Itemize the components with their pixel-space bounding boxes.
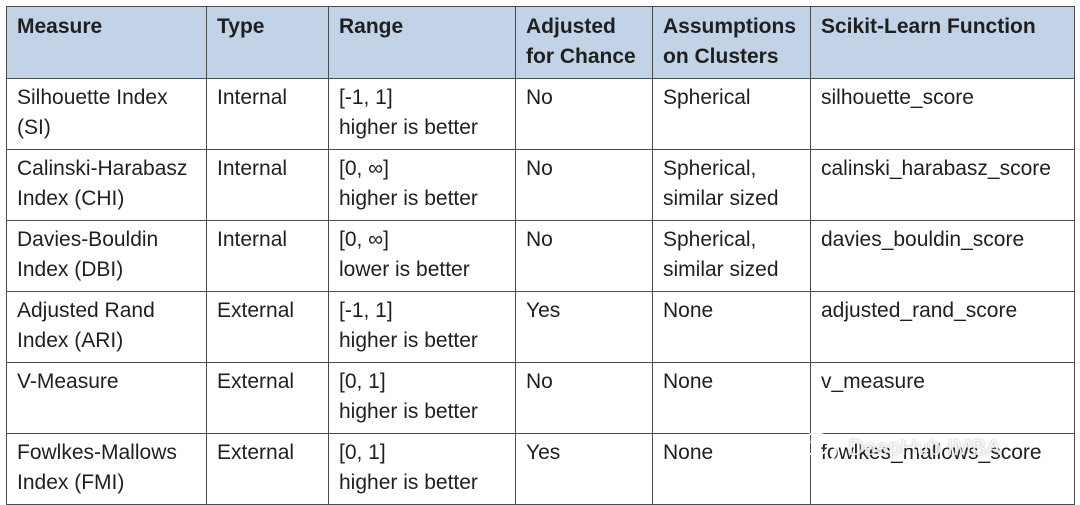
cell-adjusted: No [515, 78, 653, 150]
clustering-metrics-table: Measure Type Range Adjusted for Chance A… [6, 6, 1075, 505]
cell-range: [0, 1] higher is better [328, 433, 516, 505]
cell-range: [0, 1] higher is better [328, 362, 516, 434]
cell-assumptions: None [652, 433, 811, 505]
cell-range: [-1, 1] higher is better [328, 78, 516, 150]
cell-type: External [206, 433, 329, 505]
cell-measure: Calinski-Harabasz Index (CHI) [6, 149, 207, 221]
cell-assumptions: None [652, 362, 811, 434]
header-assumptions-on-clusters: Assumptions on Clusters [652, 6, 811, 79]
cell-function: calinski_harabasz_score [810, 149, 1075, 221]
cell-range: [0, ∞] lower is better [328, 220, 516, 292]
cell-function: fowlkes_mallows_score [810, 433, 1075, 505]
cell-type: External [206, 362, 329, 434]
cell-assumptions: Spherical [652, 78, 811, 150]
cell-type: External [206, 291, 329, 363]
cell-range: [-1, 1] higher is better [328, 291, 516, 363]
metrics-table-container: Measure Type Range Adjusted for Chance A… [6, 6, 1075, 505]
cell-measure: Davies-Bouldin Index (DBI) [6, 220, 207, 292]
cell-assumptions: Spherical, similar sized [652, 149, 811, 221]
cell-adjusted: No [515, 362, 653, 434]
cell-adjusted: No [515, 220, 653, 292]
table-row: Adjusted Rand Index (ARI) External [-1, … [6, 291, 1075, 363]
cell-type: Internal [206, 149, 329, 221]
header-measure: Measure [6, 6, 207, 79]
cell-function: davies_bouldin_score [810, 220, 1075, 292]
header-adjusted-for-chance: Adjusted for Chance [515, 6, 653, 79]
cell-function: v_measure [810, 362, 1075, 434]
cell-type: Internal [206, 220, 329, 292]
table-row: V-Measure External [0, 1] higher is bett… [6, 362, 1075, 434]
table-row: Davies-Bouldin Index (DBI) Internal [0, … [6, 220, 1075, 292]
table-body: Silhouette Index (SI) Internal [-1, 1] h… [6, 78, 1075, 505]
cell-function: adjusted_rand_score [810, 291, 1075, 363]
header-row: Measure Type Range Adjusted for Chance A… [6, 6, 1075, 79]
table-row: Fowlkes-Mallows Index (FMI) External [0,… [6, 433, 1075, 505]
cell-adjusted: Yes [515, 291, 653, 363]
cell-measure: Silhouette Index (SI) [6, 78, 207, 150]
cell-type: Internal [206, 78, 329, 150]
table-header: Measure Type Range Adjusted for Chance A… [6, 6, 1075, 79]
table-row: Silhouette Index (SI) Internal [-1, 1] h… [6, 78, 1075, 150]
cell-assumptions: Spherical, similar sized [652, 220, 811, 292]
header-type: Type [206, 6, 329, 79]
header-range: Range [328, 6, 516, 79]
cell-measure: V-Measure [6, 362, 207, 434]
cell-range: [0, ∞] higher is better [328, 149, 516, 221]
table-row: Calinski-Harabasz Index (CHI) Internal [… [6, 149, 1075, 221]
cell-measure: Adjusted Rand Index (ARI) [6, 291, 207, 363]
cell-adjusted: Yes [515, 433, 653, 505]
cell-assumptions: None [652, 291, 811, 363]
header-scikit-learn-function: Scikit-Learn Function [810, 6, 1075, 79]
cell-function: silhouette_score [810, 78, 1075, 150]
cell-measure: Fowlkes-Mallows Index (FMI) [6, 433, 207, 505]
cell-adjusted: No [515, 149, 653, 221]
